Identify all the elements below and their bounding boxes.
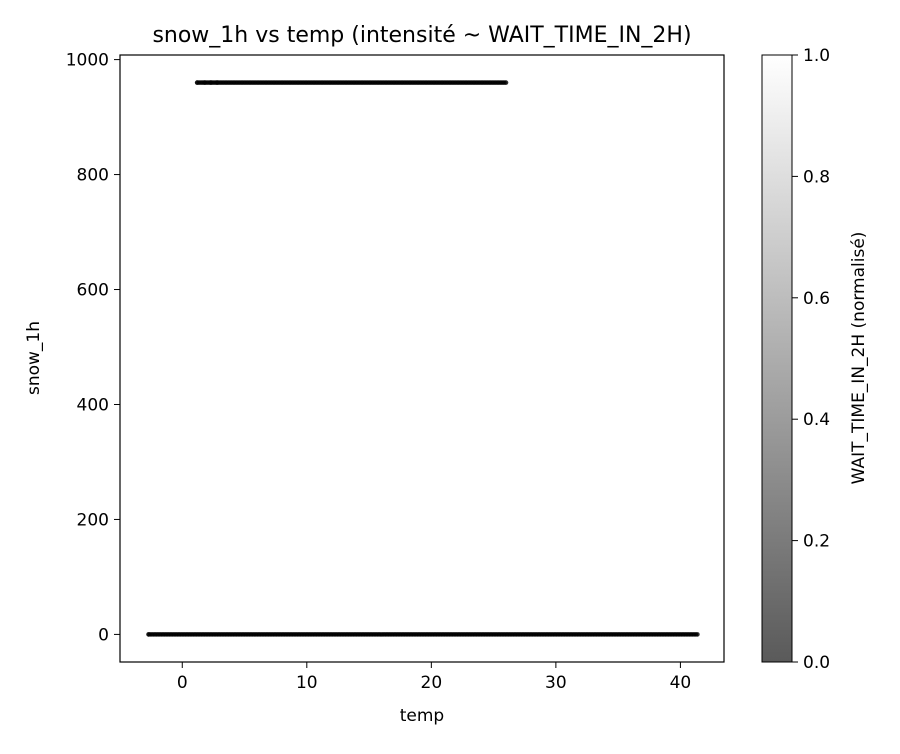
- data-point: [146, 632, 151, 637]
- colorbar-tick-label: 0.6: [803, 289, 830, 309]
- plot-frame: [119, 54, 725, 663]
- colorbar-label: WAIT_TIME_IN_2H (normalisé): [849, 232, 869, 485]
- colorbar-tick-label: 1.0: [803, 46, 830, 66]
- y-tick-label: 400: [77, 395, 109, 415]
- data-point: [202, 80, 207, 85]
- y-tick-label: 1000: [66, 51, 109, 71]
- y-tick-label: 0: [98, 625, 109, 645]
- data-points: [146, 80, 700, 637]
- chart-title: snow_1h vs temp (intensité ~ WAIT_TIME_I…: [152, 23, 691, 48]
- y-tick-label: 200: [77, 510, 109, 530]
- colorbar-tick-label: 0.8: [803, 167, 830, 187]
- y-tick-label: 600: [77, 281, 109, 301]
- y-tick-label: 800: [77, 166, 109, 186]
- x-tick-label: 0: [177, 673, 188, 693]
- data-point: [208, 80, 214, 85]
- colorbar-axis: 0.0 0.2 0.4 0.6 0.8 1.0: [792, 46, 830, 673]
- colorbar-tick-label: 0.2: [803, 532, 830, 552]
- y-axis-label: snow_1h: [24, 321, 44, 395]
- y-axis: 0 200 400 600 800 1000: [66, 51, 120, 645]
- data-point: [214, 80, 220, 85]
- x-tick-label: 40: [670, 673, 692, 693]
- data-point: [695, 632, 700, 637]
- x-tick-label: 10: [296, 673, 318, 693]
- x-axis: 0 10 20 30 40: [177, 662, 691, 693]
- x-axis-label: temp: [400, 706, 444, 726]
- colorbar: [761, 54, 793, 663]
- colorbar-tick-label: 0.0: [803, 653, 830, 673]
- data-point: [194, 80, 200, 85]
- x-tick-label: 30: [545, 673, 567, 693]
- colorbar-tick-label: 0.4: [803, 410, 830, 430]
- data-point: [503, 80, 509, 85]
- x-tick-label: 20: [421, 673, 443, 693]
